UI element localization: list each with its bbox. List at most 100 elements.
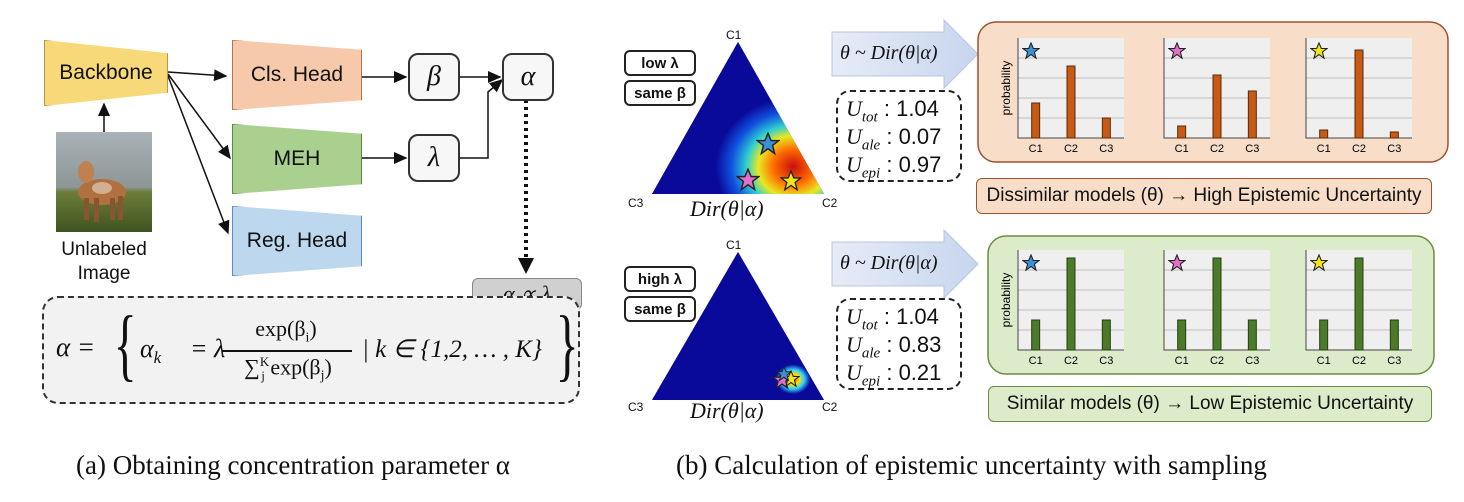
top-u-epi-value: 0.97 <box>898 152 942 177</box>
bar-tick-label: C2 <box>1064 143 1078 155</box>
top-u-tot-value: 1.04 <box>896 96 939 121</box>
beta-node: β <box>408 53 460 101</box>
top-vertex-c3: C3 <box>628 196 644 210</box>
bar-bottom-blue-star-C1 <box>1031 319 1041 351</box>
image-label-line2: Image <box>77 263 131 284</box>
u-epi-sub: epi <box>861 165 881 182</box>
bottom-sampling-arrow <box>831 228 979 300</box>
bar-charts: C1 C2 C3 probability C1 C2 C3 C1 C2 C3 C1 C2 C3 proba… <box>999 38 1412 367</box>
denominator-sub: j <box>261 367 265 383</box>
bottom-u-epi: Uepi : 0.21 <box>846 360 942 390</box>
image-label: Unlabeled Image <box>56 238 152 286</box>
bar-chart-axes <box>1163 38 1270 139</box>
u-ale-sub: ale <box>861 137 881 154</box>
bottom-sampling-label: θ ~ Dir(θ|α) <box>840 252 938 274</box>
bar-chart-ylabel: probability <box>999 273 1013 328</box>
top-conclusion: Dissimilar models (θ) → High Epistemic U… <box>976 178 1432 214</box>
alpha-k-symbol: α <box>140 334 154 363</box>
caption-b: (b) Calculation of epistemic uncertainty… <box>676 450 1267 480</box>
bar-bottom-pink-star-C2 <box>1212 257 1222 351</box>
cls-head-label: Cls. Head <box>250 63 344 86</box>
u-ale-symbol: U <box>846 332 862 357</box>
bar-top-yellow-star-C3 <box>1389 131 1399 139</box>
bar-tick-label: C3 <box>1099 143 1113 155</box>
bottom-dir-label: Dir(θ|α) <box>690 398 764 423</box>
u-epi-symbol: U <box>846 360 862 385</box>
top-u-ale: Uale : 0.07 <box>846 124 942 154</box>
bar-chart-axes <box>1163 250 1270 351</box>
reg-head-label: Reg. Head <box>246 229 348 252</box>
beta-symbol: β <box>427 61 441 92</box>
denominator-sup: K <box>259 354 270 369</box>
top-u-ale-value: 0.07 <box>898 124 942 149</box>
top-tag-same-beta: same β <box>624 80 696 106</box>
alpha-k-subscript: k <box>153 348 162 368</box>
formula-eq-lambda: = λ <box>190 334 226 363</box>
top-sampling-label: θ ~ Dir(θ|α) <box>840 42 938 64</box>
u-tot-sub: tot <box>861 317 878 334</box>
bar-tick-label: C3 <box>1245 143 1259 155</box>
bar-tick-label: C3 <box>1387 143 1401 155</box>
bottom-u-tot-value: 1.04 <box>896 304 939 329</box>
denominator-sum: ∑ <box>244 354 260 380</box>
bottom-tag-same-beta-text: same β <box>634 300 686 318</box>
top-sampling-arrow <box>831 18 979 90</box>
bottom-tag-same-beta: same β <box>624 296 696 322</box>
lambda-symbol: λ <box>427 142 441 173</box>
u-tot-sub: tot <box>861 109 878 126</box>
top-vertex-c2: C2 <box>822 196 838 210</box>
bar-tick-label: C2 <box>1210 355 1224 367</box>
bar-top-yellow-star-C2 <box>1354 49 1364 139</box>
bar-chart-axes <box>1017 38 1124 139</box>
top-dir-label: Dir(θ|α) <box>690 196 764 221</box>
bar-chart-axes <box>1017 250 1124 351</box>
top-uncertainty-box <box>836 90 962 182</box>
bar-top-blue-star-C3 <box>1101 117 1111 139</box>
top-tag-same-beta-text: same β <box>634 84 686 102</box>
bar-tick-label: C1 <box>1175 143 1189 155</box>
bottom-tag-high-lambda-text: high λ <box>637 270 683 288</box>
bottom-u-epi-value: 0.21 <box>898 360 942 385</box>
u-tot-symbol: U <box>846 304 862 329</box>
bottom-u-tot: Utot : 1.04 <box>846 304 939 334</box>
bar-tick-label: C2 <box>1210 143 1224 155</box>
bar-chart-axes <box>1305 38 1412 139</box>
bar-tick-label: C1 <box>1317 355 1331 367</box>
bottom-conclusion: Similar models (θ) → Low Epistemic Uncer… <box>988 386 1432 422</box>
bar-bottom-pink-star-C1 <box>1177 319 1187 351</box>
bottom-tag-high-lambda: high λ <box>624 266 696 292</box>
bar-tick-label: C1 <box>1317 143 1331 155</box>
alpha-symbol: α <box>520 61 536 92</box>
top-simplex-density <box>652 42 824 194</box>
u-ale-symbol: U <box>846 124 862 149</box>
numerator-exp: exp(β <box>255 316 306 341</box>
u-ale-sub: ale <box>861 345 881 362</box>
formula-condition: | k ∈ {1,2, … , K} <box>362 336 542 363</box>
denominator-exp-sub: j <box>320 368 325 384</box>
numerator-sub: i <box>305 330 310 346</box>
u-epi-sub: epi <box>861 373 881 390</box>
bar-tick-label: C1 <box>1029 355 1043 367</box>
bottom-vertex-c3: C3 <box>628 400 644 414</box>
bar-bottom-yellow-star-C3 <box>1389 319 1399 351</box>
bar-top-yellow-star-C1 <box>1319 129 1329 139</box>
denominator-close: ) <box>324 354 332 380</box>
formula-lhs: α = <box>56 332 96 362</box>
formula-denominator: ∑Kj exp(βj) <box>220 354 356 385</box>
unlabeled-image <box>56 132 152 232</box>
numerator-close: ) <box>309 316 317 341</box>
bar-chart-axes <box>1305 250 1412 351</box>
top-vertex-c1: C1 <box>726 28 742 42</box>
top-u-epi: Uepi : 0.97 <box>846 152 942 182</box>
top-u-tot: Utot : 1.04 <box>846 96 939 126</box>
u-epi-symbol: U <box>846 152 862 177</box>
formula-alpha-k: αk <box>140 334 161 368</box>
alpha-node: α <box>502 53 554 101</box>
top-conclusion-text: Dissimilar models (θ) → High Epistemic U… <box>986 185 1422 206</box>
formula-numerator: exp(βi) <box>222 316 350 346</box>
bar-tick-label: C2 <box>1352 143 1366 155</box>
bar-tick-label: C1 <box>1175 355 1189 367</box>
bar-bottom-blue-star-C3 <box>1101 319 1111 351</box>
